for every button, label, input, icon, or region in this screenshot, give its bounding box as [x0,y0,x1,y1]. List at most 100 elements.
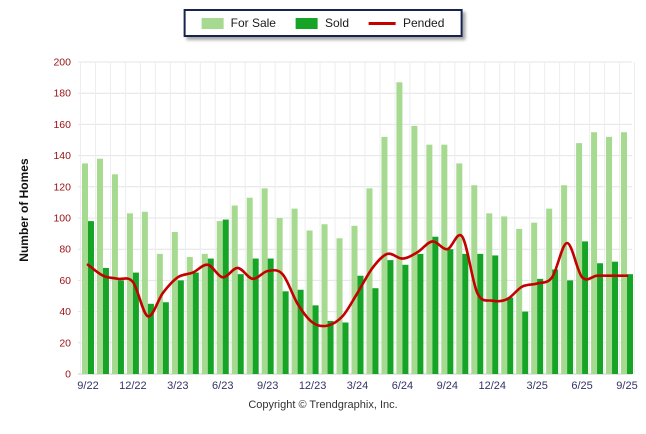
x-tick-label: 9/22 [77,380,98,392]
y-tick-label: 60 [59,275,71,287]
bar-sold[interactable] [237,274,244,374]
bar-sold[interactable] [102,267,109,374]
bar-for-sale[interactable] [216,221,223,374]
bar-for-sale[interactable] [606,136,613,374]
x-tick-label: 12/23 [299,380,327,392]
bar-sold[interactable] [507,297,514,374]
bar-for-sale[interactable] [426,144,433,374]
y-tick-label: 20 [59,337,71,349]
bar-for-sale[interactable] [141,211,148,374]
chart-legend: For Sale Sold Pended [183,9,463,37]
bar-sold[interactable] [267,258,274,374]
bar-for-sale[interactable] [261,188,268,374]
bar-sold[interactable] [447,249,454,374]
bar-for-sale[interactable] [156,253,163,374]
bar-for-sale[interactable] [591,132,598,374]
bar-sold[interactable] [492,255,499,374]
bar-sold[interactable] [222,219,229,374]
bar-sold[interactable] [372,288,379,374]
bar-sold[interactable] [612,261,619,374]
bar-for-sale[interactable] [246,197,253,374]
x-tick-label: 3/23 [167,380,188,392]
bar-sold[interactable] [522,311,529,374]
bar-for-sale[interactable] [441,144,448,374]
bar-sold[interactable] [312,305,319,374]
bar-sold[interactable] [327,320,334,374]
x-tick-label: 9/23 [257,380,278,392]
bar-sold[interactable] [567,280,574,374]
bar-sold[interactable] [477,253,484,374]
bar-for-sale[interactable] [306,230,313,374]
bar-sold[interactable] [207,258,214,374]
x-tick-label: 6/24 [392,380,413,392]
bar-for-sale[interactable] [96,158,103,374]
y-tick-label: 200 [53,57,71,69]
bar-for-sale[interactable] [291,208,298,374]
bar-sold[interactable] [597,263,604,374]
bar-for-sale[interactable] [366,188,373,374]
bar-for-sale[interactable] [276,218,283,374]
legend-for-sale-label: For Sale [230,16,276,30]
bar-sold[interactable] [417,253,424,374]
legend-item-sold[interactable]: Sold [295,16,350,30]
bar-sold[interactable] [88,221,94,374]
bar-for-sale[interactable] [561,185,568,374]
bar-for-sale[interactable] [186,257,193,374]
bar-for-sale[interactable] [546,208,553,374]
bar-sold[interactable] [117,280,124,374]
bar-sold[interactable] [177,280,184,374]
bar-for-sale[interactable] [486,213,493,374]
bar-sold[interactable] [582,241,589,374]
bar-for-sale[interactable] [171,232,178,374]
bar-sold[interactable] [387,260,394,374]
x-tick-label: 9/24 [437,380,458,392]
bar-sold[interactable] [282,291,289,374]
sold-swatch-icon [295,17,318,29]
bar-for-sale[interactable] [501,216,508,374]
pended-trend-line[interactable] [86,233,629,328]
y-tick-label: 140 [53,150,71,162]
bar-sold[interactable] [162,302,169,374]
bar-sold[interactable] [132,272,139,374]
y-tick-label: 0 [65,369,71,381]
bar-sold[interactable] [297,289,304,374]
legend-sold-label: Sold [324,16,350,30]
legend-item-pended[interactable]: Pended [369,16,444,30]
legend-item-for-sale[interactable]: For Sale [201,16,276,30]
bar-for-sale[interactable] [82,163,88,374]
bar-sold[interactable] [147,303,154,374]
bar-sold[interactable] [252,258,259,374]
copyright-text: Copyright © Trendgraphix, Inc. [248,399,398,411]
bar-for-sale[interactable] [201,253,208,374]
bar-sold[interactable] [552,269,559,374]
bar-sold[interactable] [357,275,364,374]
pended-line-icon [369,21,397,25]
bar-for-sale[interactable] [321,224,328,374]
bar-for-sale[interactable] [531,222,538,374]
bar-for-sale[interactable] [126,213,133,374]
bar-sold[interactable] [432,236,439,374]
y-tick-label: 40 [59,306,71,318]
x-tick-label: 6/23 [212,380,233,392]
for-sale-swatch-icon [201,17,224,29]
bar-for-sale[interactable] [621,132,627,374]
bar-sold[interactable] [462,253,469,374]
bar-sold[interactable] [537,278,544,374]
bar-for-sale[interactable] [516,228,523,374]
bar-for-sale[interactable] [231,205,238,374]
bar-for-sale[interactable] [396,82,403,374]
bar-for-sale[interactable] [456,163,463,374]
x-tick-label: 12/24 [478,380,506,392]
bar-sold[interactable] [627,274,633,374]
x-tick-label: 9/25 [616,380,637,392]
bar-sold[interactable] [342,322,349,374]
y-tick-label: 160 [53,119,71,131]
bar-sold[interactable] [402,264,409,374]
bar-for-sale[interactable] [576,143,583,374]
bar-for-sale[interactable] [411,125,418,375]
bar-sold[interactable] [192,272,199,374]
bar-for-sale[interactable] [111,174,118,374]
x-tick-label: 3/24 [347,380,368,392]
bar-for-sale[interactable] [336,238,343,374]
